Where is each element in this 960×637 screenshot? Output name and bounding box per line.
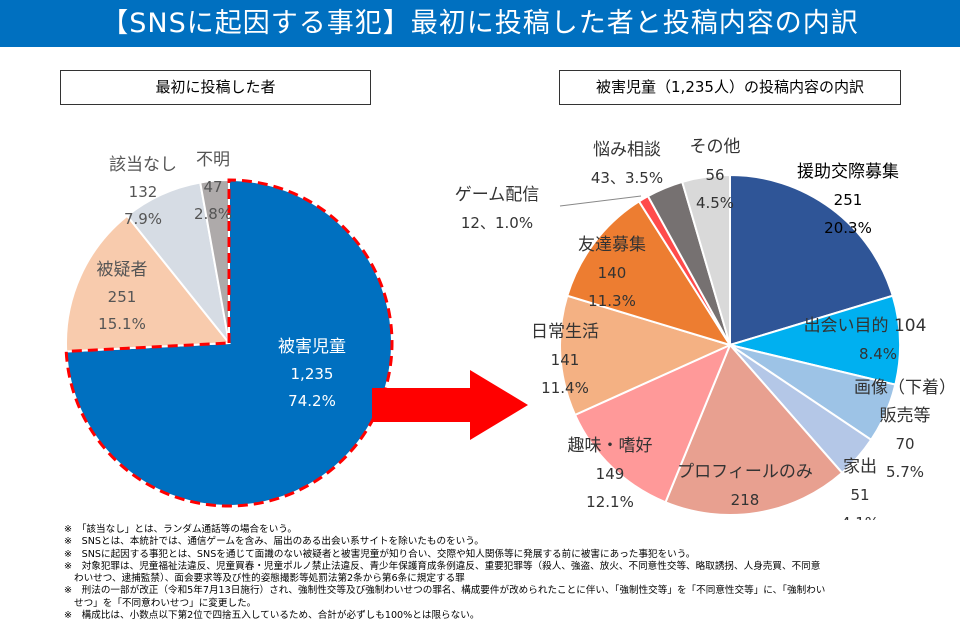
slice-label: その他: [690, 137, 741, 157]
slice-value: 43、3.5%: [591, 169, 663, 187]
footnote: ※ 「該当なし」とは、ランダム通話等の場合をいう。: [64, 524, 297, 535]
footnotes: ※ 「該当なし」とは、ランダム通話等の場合をいう。 ※ SNSとは、本統計では、…: [64, 524, 944, 622]
slice-label: 不明: [196, 150, 230, 170]
slice-value: 51: [850, 486, 869, 504]
slice-value: 251: [834, 191, 863, 209]
pie-slice: [680, 173, 731, 346]
slice-percent: 8.4%: [859, 345, 897, 363]
leader-line: [559, 195, 642, 207]
slice-label: 該当なし: [109, 155, 177, 175]
slice-value: 141: [551, 351, 580, 369]
slice-label: 被害児童: [278, 337, 346, 357]
page-title: 【SNSに起因する事犯】最初に投稿した者と投稿内容の内訳: [0, 0, 960, 47]
slice-percent: 74.2%: [288, 392, 336, 410]
slice-value: 149: [596, 465, 625, 483]
footnote: ※ 刑法の一部が改正（令和5年7月13日施行）され、強制性交等及び強制わいせつの…: [64, 585, 826, 597]
slice-percent: 7.9%: [124, 210, 162, 228]
slice-value: 1,235: [291, 365, 334, 383]
highlight-outline: [64, 178, 394, 508]
slice-value: 251: [108, 288, 137, 306]
pie-slice: [573, 343, 732, 504]
slice-label: プロフィールのみ: [677, 462, 813, 482]
slice-percent: 20.3%: [824, 219, 872, 237]
slice-percent: 2.8%: [194, 205, 232, 223]
slice-percent: 11.4%: [541, 379, 589, 397]
slice-label: 画像（下着）: [854, 378, 956, 398]
footnote: ※ 構成比は、小数点以下第2位で四捨五入しているため、合計が必ずしも100%とは…: [64, 610, 480, 622]
pie-slice: [65, 214, 232, 353]
slice-label: 友達募集: [578, 235, 646, 255]
slice-value: 12、1.0%: [461, 214, 533, 232]
pie-charts: 被害児童 1,235 74.2% 被疑者 251 15.1% 該当なし 132 7.9% 不明 47…: [64, 137, 956, 520]
slice-value: 47: [203, 178, 222, 196]
pie-slice: [729, 173, 894, 347]
footnote: ※ SNSに起因する事犯とは、SNSを通じて面識のない被疑者と被害児童が知り合い…: [64, 548, 696, 560]
footnote: せつ」を「不同意わいせつ」に変更した。: [74, 597, 257, 609]
slice-value: 70: [895, 435, 914, 453]
slice-percent: 5.7%: [886, 463, 924, 481]
left-chart-title: 最初に投稿した者: [60, 70, 371, 105]
pie-slice: [559, 294, 733, 417]
footnote: ※ SNSとは、本統計では、通信ゲームを含み、届出のある出会い系サイトを除いたも…: [64, 536, 484, 548]
slice-percent: 12.1%: [586, 493, 634, 511]
slice-label: ゲーム配信: [455, 185, 540, 205]
slice-value: 140: [598, 264, 627, 282]
footnote: ※ 対象犯罪は、児童福祉法違反、児童買春・児童ポルノ禁止法違反、青少年保護育成条…: [64, 560, 821, 572]
slice-value: 56: [705, 166, 724, 184]
slice-percent: 17.7%: [721, 519, 769, 520]
pie-slice: [664, 343, 844, 516]
slice-label: 家出: [843, 457, 877, 477]
footnote: わいせつ、逮捕監禁）、面会要求等及び性的姿態撮影等処罰法第2条から第6条に規定す…: [74, 573, 465, 585]
slice-label: 販売等: [880, 406, 931, 426]
slice-label: 被疑者: [97, 260, 148, 280]
slice-percent: 4.1%: [841, 514, 879, 520]
slice-label: 趣味・嗜好: [568, 436, 653, 456]
slice-value: 132: [129, 183, 158, 201]
right-chart-title: 被害児童（1,235人）の投稿内容の内訳: [559, 70, 901, 105]
slice-percent: 15.1%: [98, 315, 146, 333]
slice-value: 218: [731, 491, 760, 509]
pie-slice: [726, 294, 901, 386]
slice-percent: 4.5%: [696, 194, 734, 212]
arrow-icon: [372, 370, 528, 440]
slice-label: 援助交際募集: [797, 162, 899, 182]
slice-label: 悩み相談: [593, 140, 661, 160]
pie-slice: [566, 200, 733, 347]
slice-label: 日常生活: [531, 322, 599, 342]
slice-percent: 11.3%: [588, 292, 636, 310]
slice-label: 出会い目的 104: [804, 316, 927, 336]
